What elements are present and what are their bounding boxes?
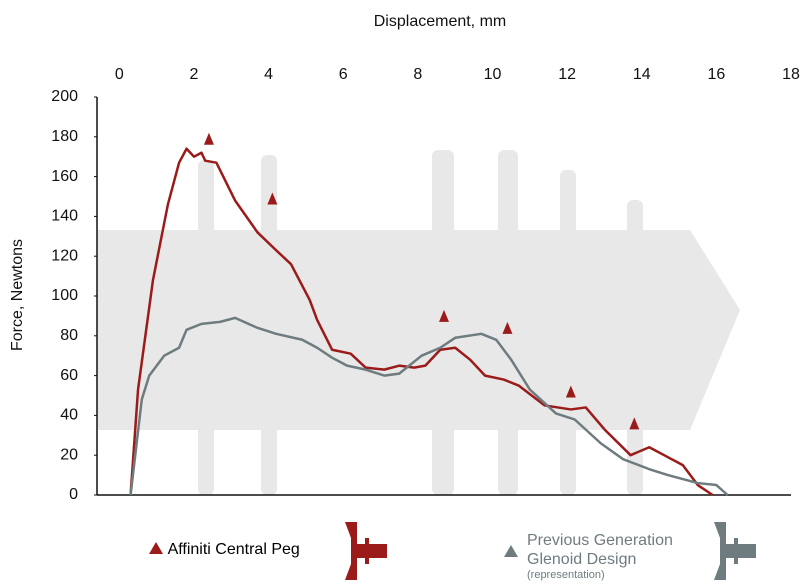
y-tick-label: 20 [60,446,78,463]
legend-icon [714,522,756,580]
triangle-marker [502,321,513,334]
triangle-marker [439,309,449,322]
legend-marker [504,545,518,557]
series-line [129,147,714,497]
triangle-marker [629,417,640,430]
triangle-marker [267,192,278,205]
legend-note: (representation) [527,569,605,581]
y-tick-label: 0 [69,486,78,503]
x-tick-label: 10 [484,66,502,83]
legend-label: Previous Generation Glenoid Design [527,532,673,568]
x-axis-title: Displacement, mm [374,13,506,30]
x-tick-label: 14 [633,66,651,83]
y-tick-label: 160 [51,168,78,185]
legend-item: Previous Generation Glenoid Design (repr… [503,531,718,581]
x-tick-label: 6 [339,66,348,83]
x-tick-label: 16 [707,66,725,83]
y-tick-label: 100 [51,287,78,304]
y-tick-label: 60 [60,367,78,384]
x-tick-label: 4 [264,66,273,83]
y-tick-label: 140 [51,208,78,225]
y-tick-label: 120 [51,247,78,264]
x-tick-label: 8 [413,66,422,83]
series-line [129,316,729,496]
x-tick-label: 12 [558,66,576,83]
x-tick-label: 0 [115,66,124,83]
legend-item: Affiniti Central Peg [148,540,300,559]
peg-illustration [97,150,740,495]
triangle-marker [565,385,576,398]
x-tick-label: 18 [782,66,800,83]
y-tick-label: 80 [60,327,78,344]
y-tick-label: 200 [51,88,78,105]
legend-marker [149,542,163,554]
y-tick-label: 40 [60,407,78,424]
legend-label: Affiniti Central Peg [167,541,300,558]
y-axis-title: Force, Newtons [9,239,26,351]
triangle-marker [203,132,214,145]
y-tick-label: 180 [51,128,78,145]
x-tick-label: 2 [190,66,199,83]
legend-icon [345,522,387,580]
